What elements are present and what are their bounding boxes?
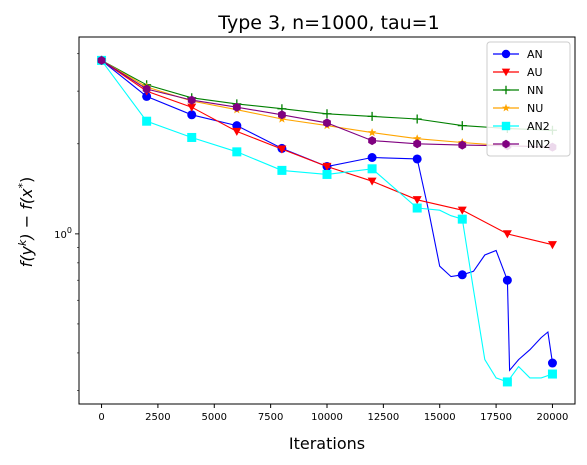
series-line-an2	[101, 60, 553, 383]
x-tick-label: 5000	[202, 412, 227, 423]
x-tick-label: 7500	[258, 412, 283, 423]
plot-area	[97, 55, 557, 387]
series-line-nu	[101, 59, 553, 148]
x-tick-label: 12500	[367, 412, 399, 423]
data-point-an	[187, 110, 197, 120]
legend-label: NN2	[527, 138, 550, 151]
data-point-nn	[322, 109, 332, 119]
legend-label: NN	[527, 84, 543, 97]
data-point-an	[502, 275, 512, 285]
data-point-nn2	[323, 118, 331, 128]
legend-label: AU	[527, 66, 543, 79]
y-label-f1: f(y	[17, 245, 36, 267]
x-tick-label: 10000	[311, 412, 343, 423]
x-tick-label: 0	[98, 412, 104, 423]
legend-entry-nn2: NN2	[493, 138, 550, 151]
legend-entry-nu: NU	[493, 102, 543, 115]
data-point-nn	[367, 111, 377, 121]
data-point-au	[457, 206, 467, 215]
y-axis-label: f(yk) − f(x*)	[16, 177, 36, 268]
data-point-an2	[412, 203, 422, 213]
series-line-nn2	[101, 59, 553, 148]
data-point-an2	[277, 165, 287, 175]
data-point-an2	[547, 369, 557, 379]
legend-entry-an2: AN2	[493, 120, 550, 133]
legend-label: AN	[527, 48, 543, 61]
data-point-au	[277, 145, 287, 154]
data-point-au	[412, 196, 422, 205]
x-tick-label: 15000	[424, 412, 456, 423]
data-point-nn2	[278, 110, 286, 120]
data-point-an	[457, 270, 467, 280]
legend-label: NU	[527, 102, 543, 115]
data-point-an	[142, 91, 152, 101]
data-point-au	[547, 241, 557, 250]
x-tick-label: 20000	[537, 412, 569, 423]
data-point-nn2	[187, 95, 196, 105]
data-point-an2	[232, 147, 242, 157]
data-point-nn	[412, 114, 422, 124]
data-point-au	[187, 103, 197, 112]
data-point-nn2	[97, 55, 106, 65]
data-point-an	[367, 152, 377, 162]
data-point-au	[232, 127, 242, 136]
x-axis: 0 2500 5000 7500 10000 12500 15000 17500 20000	[98, 404, 568, 423]
data-point-an2	[367, 164, 377, 174]
data-point-an	[412, 154, 422, 164]
x-tick-label: 17500	[480, 412, 512, 423]
data-point-nn2	[142, 84, 151, 94]
data-point-nn2	[458, 140, 467, 150]
series-nn2	[97, 55, 557, 152]
y-label-star: *	[16, 182, 29, 188]
x-tick-label: 2500	[145, 412, 170, 423]
y-label-mid: ) − f(x	[17, 188, 36, 241]
data-point-nn2	[232, 102, 241, 112]
y-axis: 100	[54, 53, 79, 391]
x-axis-label: Iterations	[289, 434, 365, 453]
legend-entry-au: AU	[493, 66, 543, 79]
legend-label: AN2	[527, 120, 550, 133]
data-point-nn2	[413, 139, 422, 149]
legend: AN AU NN NU AN2 NN2	[486, 41, 571, 157]
legend-entry-nn: NN	[493, 84, 543, 97]
data-point-au	[322, 162, 332, 171]
data-point-nn2	[368, 136, 376, 146]
data-point-nn	[457, 121, 467, 131]
data-point-an2	[457, 214, 467, 224]
data-point-an2	[142, 116, 152, 126]
data-point-an2	[187, 132, 197, 142]
series-line-au	[101, 59, 553, 246]
y-label-k: k	[16, 239, 29, 246]
data-point-an2	[502, 377, 512, 387]
data-point-an2	[322, 169, 332, 179]
chart-title: Type 3, n=1000, tau=1	[217, 12, 439, 34]
series-line-an	[101, 59, 554, 372]
data-point-an	[547, 358, 557, 368]
data-point-nu	[367, 128, 377, 137]
legend-entry-an: AN	[493, 48, 543, 61]
y-label-end: )	[17, 177, 36, 183]
data-point-au	[502, 230, 512, 239]
y-tick-label: 100	[54, 226, 72, 241]
data-point-nu	[412, 134, 422, 143]
data-point-au	[367, 177, 377, 186]
